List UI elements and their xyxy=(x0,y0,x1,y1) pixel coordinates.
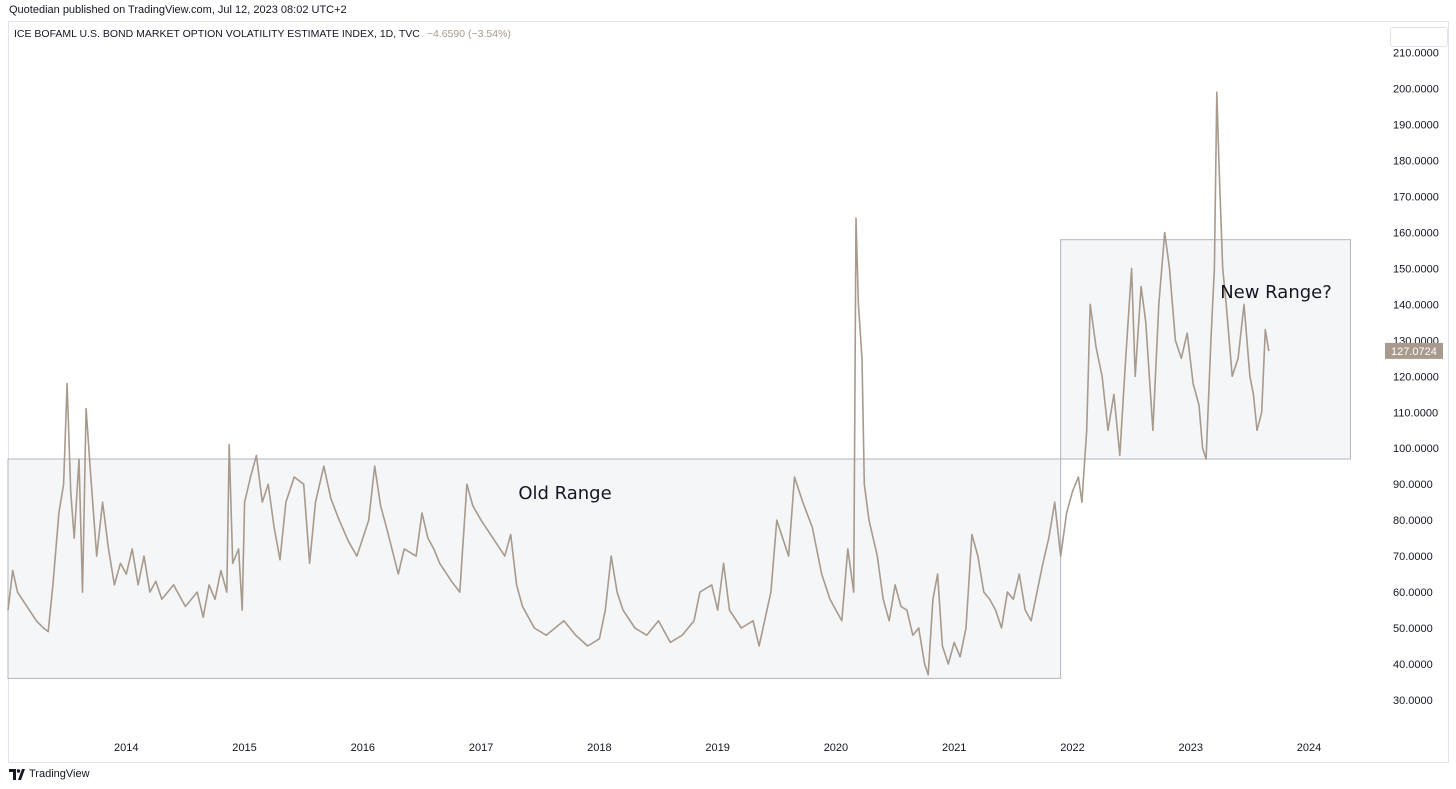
old-range-label: Old Range xyxy=(518,483,611,504)
footer-brand: TradingView xyxy=(29,768,90,780)
x-tick-label: 2018 xyxy=(587,742,611,754)
y-tick-label: 50.0000 xyxy=(1393,623,1433,635)
y-tick-label: 140.0000 xyxy=(1393,299,1439,311)
x-tick-label: 2017 xyxy=(469,742,493,754)
x-tick-label: 2021 xyxy=(942,742,966,754)
symbol-name: ICE BOFAML U.S. BOND MARKET OPTION VOLAT… xyxy=(14,28,420,40)
new-range-label: New Range? xyxy=(1220,282,1332,303)
y-tick-label: 70.0000 xyxy=(1393,551,1433,563)
x-tick-label: 2019 xyxy=(705,742,729,754)
publisher-line: Quotedian published on TradingView.com, … xyxy=(9,4,347,16)
y-tick-label: 80.0000 xyxy=(1393,515,1433,527)
last-price-label: 127.0724 xyxy=(1391,346,1437,358)
scale-settings-button[interactable] xyxy=(1390,27,1448,47)
x-tick-label: 2022 xyxy=(1060,742,1084,754)
y-tick-label: 100.0000 xyxy=(1393,443,1439,455)
y-tick-label: 60.0000 xyxy=(1393,587,1433,599)
price-line xyxy=(7,91,1270,676)
y-tick-label: 30.0000 xyxy=(1393,695,1433,707)
y-tick-label: 160.0000 xyxy=(1393,227,1439,239)
symbol-legend: ICE BOFAML U.S. BOND MARKET OPTION VOLAT… xyxy=(14,28,511,40)
x-tick-label: 2016 xyxy=(351,742,375,754)
x-tick-label: 2020 xyxy=(824,742,848,754)
y-tick-label: 120.0000 xyxy=(1393,371,1439,383)
y-tick-label: 90.0000 xyxy=(1393,479,1433,491)
x-tick-label: 2023 xyxy=(1179,742,1203,754)
y-tick-label: 190.0000 xyxy=(1393,120,1439,132)
x-tick-label: 2015 xyxy=(232,742,256,754)
y-tick-label: 180.0000 xyxy=(1393,156,1439,168)
y-tick-label: 210.0000 xyxy=(1393,48,1439,60)
y-tick-label: 200.0000 xyxy=(1393,84,1439,96)
y-tick-label: 150.0000 xyxy=(1393,263,1439,275)
last-price-tag xyxy=(1385,342,1443,359)
old-range-box xyxy=(7,458,1062,679)
y-tick-label: 40.0000 xyxy=(1393,659,1433,671)
price-change: −4.6590 (−3.54%) xyxy=(426,28,511,40)
tradingview-logo-icon xyxy=(9,768,25,780)
y-tick-label: 110.0000 xyxy=(1393,407,1438,419)
y-tick-label: 170.0000 xyxy=(1393,192,1439,204)
x-tick-label: 2024 xyxy=(1297,742,1321,754)
new-range-box xyxy=(1060,239,1351,460)
chart-frame xyxy=(8,21,1449,763)
tradingview-footer: TradingView xyxy=(9,768,90,780)
x-tick-label: 2014 xyxy=(114,742,138,754)
